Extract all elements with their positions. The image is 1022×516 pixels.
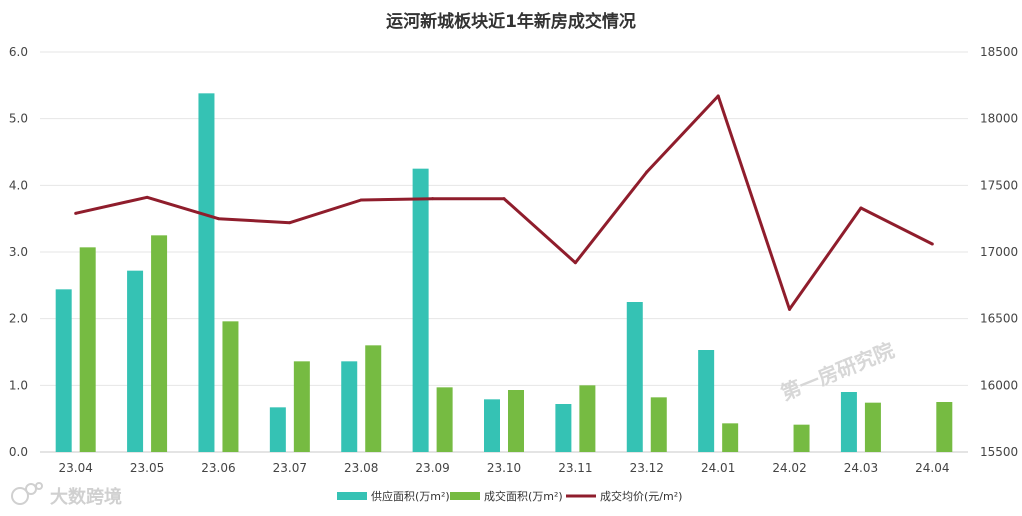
x-tick-label: 24.02: [772, 461, 806, 475]
right-tick-label: 15500: [980, 445, 1018, 459]
supply-bar: [269, 407, 286, 452]
x-tick-label: 23.12: [630, 461, 664, 475]
x-tick-label: 23.08: [344, 461, 378, 475]
legend-label: 供应面积(万m²): [371, 489, 450, 503]
transaction-bar: [936, 402, 953, 452]
transaction-bar: [793, 424, 810, 452]
x-tick-label: 23.10: [487, 461, 521, 475]
watermark: 第一房研究院: [777, 338, 897, 405]
transaction-bar: [222, 321, 239, 452]
x-tick-label: 23.06: [201, 461, 235, 475]
price-point: [859, 206, 863, 210]
logo: 大数跨境: [11, 482, 122, 508]
transaction-bar: [79, 247, 96, 452]
transaction-bar: [864, 402, 881, 452]
supply-bar: [626, 302, 643, 452]
chart-title: 运河新城板块近1年新房成交情况: [386, 11, 636, 32]
transaction-bar: [579, 385, 596, 452]
legend-label: 成交均价(元/m²): [600, 489, 682, 503]
transaction-bar: [650, 397, 667, 452]
logo-text: 大数跨境: [50, 486, 122, 508]
price-point: [502, 197, 506, 201]
left-tick-label: 4.0: [9, 178, 28, 192]
x-tick-label: 24.04: [915, 461, 949, 475]
price-point: [359, 198, 363, 202]
legend-label: 成交面积(万m²): [484, 489, 563, 503]
legend: 供应面积(万m²) 成交面积(万m²) 成交均价(元/m²): [337, 489, 682, 503]
left-tick-label: 3.0: [9, 245, 28, 259]
left-tick-label: 6.0: [9, 45, 28, 59]
supply-bar: [412, 168, 429, 452]
x-tick-label: 23.07: [273, 461, 307, 475]
transaction-bar: [365, 345, 382, 452]
supply-bar: [840, 392, 857, 452]
legend-swatch: [450, 492, 480, 500]
right-tick-label: 16500: [980, 312, 1018, 326]
supply-bar: [698, 350, 715, 452]
left-tick-label: 2.0: [9, 312, 28, 326]
right-tick-label: 17000: [980, 245, 1018, 259]
x-tick-label: 24.03: [844, 461, 878, 475]
transaction-bar: [722, 423, 739, 452]
logo-icon: [11, 482, 43, 505]
right-tick-label: 18500: [980, 45, 1018, 59]
transaction-bar: [436, 387, 453, 452]
price-point: [645, 170, 649, 174]
supply-bar: [555, 404, 572, 452]
right-tick-label: 17500: [980, 178, 1018, 192]
transaction-bar: [151, 235, 168, 452]
price-point: [573, 261, 577, 265]
x-axis: 23.04 23.05 23.06 23.07 23.08 23.09 23.10 23.11…: [59, 461, 950, 475]
transaction-bar: [293, 361, 310, 452]
transaction-bar: [508, 390, 524, 452]
price-point: [930, 242, 934, 246]
price-point: [288, 221, 292, 225]
supply-bar: [198, 93, 215, 452]
left-tick-label: 0.0: [9, 445, 28, 459]
price-line: [74, 94, 934, 311]
supply-bar: [341, 361, 358, 452]
left-tick-label: 1.0: [9, 378, 28, 392]
bars: [55, 93, 953, 452]
supply-bar: [484, 399, 500, 452]
x-tick-label: 23.05: [130, 461, 164, 475]
price-point: [788, 307, 792, 311]
price-point: [145, 195, 149, 199]
right-tick-label: 18000: [980, 112, 1018, 126]
left-tick-label: 5.0: [9, 112, 28, 126]
supply-bar: [127, 270, 144, 452]
supply-bar: [55, 289, 72, 452]
left-axis: 0.0 1.0 2.0 3.0 4.0 5.0 6.0: [9, 45, 28, 459]
right-axis: 15500 16000 16500 17000 17500 18000 18500: [980, 45, 1018, 459]
price-point: [74, 211, 78, 215]
right-tick-label: 16000: [980, 378, 1018, 392]
x-tick-label: 23.04: [59, 461, 93, 475]
price-point: [716, 94, 720, 98]
legend-swatch: [337, 492, 367, 500]
x-tick-label: 23.09: [415, 461, 449, 475]
x-tick-label: 23.11: [558, 461, 592, 475]
gridlines: [40, 51, 968, 453]
x-tick-label: 24.01: [701, 461, 735, 475]
price-point: [216, 217, 220, 221]
price-point: [431, 197, 435, 201]
